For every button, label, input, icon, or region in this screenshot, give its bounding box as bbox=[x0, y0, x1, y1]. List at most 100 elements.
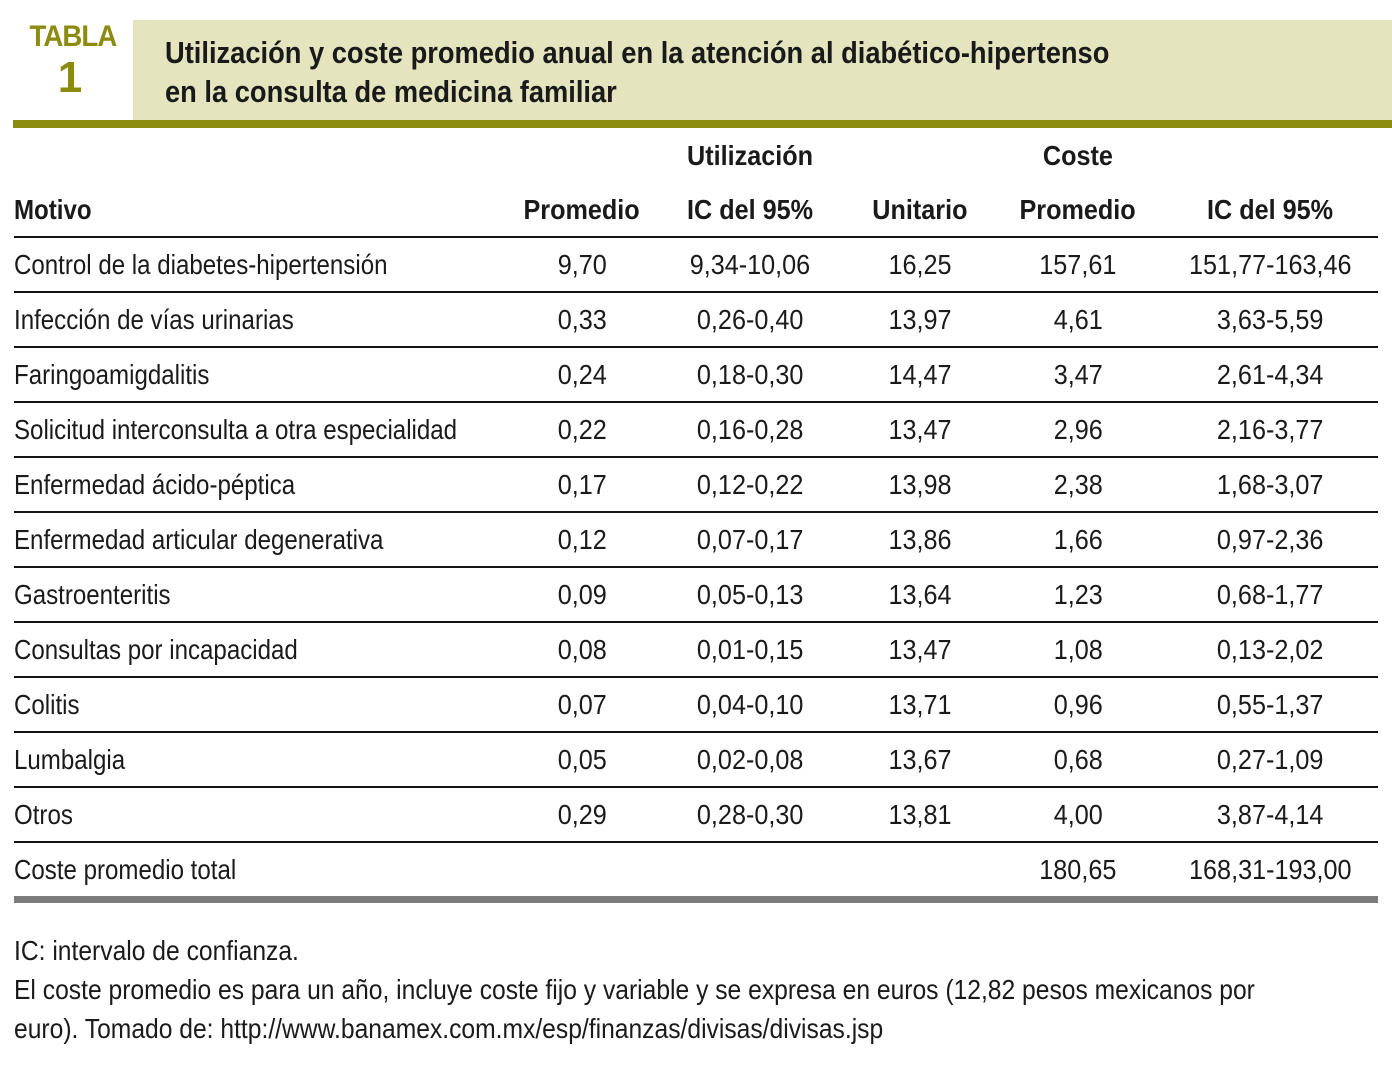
cell-value: 16,25 bbox=[846, 237, 994, 293]
table-row: Faringoamigdalitis 0,24 0,18-0,30 14,47 3,47… bbox=[14, 347, 1378, 403]
cell-value: 3,63-5,59 bbox=[1162, 292, 1378, 348]
table-label: TABLA 1 bbox=[26, 20, 118, 102]
cell-value: 0,07-0,17 bbox=[654, 512, 846, 568]
cell-motivo: Consultas por incapacidad bbox=[14, 622, 510, 678]
cell-motivo: Enfermedad articular degenerativa bbox=[14, 512, 510, 568]
table-row: Gastroenteritis 0,09 0,05-0,13 13,64 1,23 0,6… bbox=[14, 567, 1378, 623]
cell-value: 0,05-0,13 bbox=[654, 567, 846, 623]
cell-value: 13,86 bbox=[846, 512, 994, 568]
cell-value: 13,81 bbox=[846, 787, 994, 843]
cell-value bbox=[510, 842, 654, 903]
cell-value: 2,16-3,77 bbox=[1162, 402, 1378, 458]
cell-value: 0,26-0,40 bbox=[654, 292, 846, 348]
footnotes: IC: intervalo de confianza. El coste pro… bbox=[14, 931, 1392, 1048]
table-label-number: 1 bbox=[57, 53, 83, 102]
table-title-line-2: en la consulta de medicina familiar bbox=[165, 74, 617, 109]
cell-value bbox=[846, 842, 994, 903]
table-row: Otros 0,29 0,28-0,30 13,81 4,00 3,87-4,14 bbox=[14, 787, 1378, 843]
group-header-utilizacion: Utilización bbox=[686, 140, 813, 171]
table-title-line-1: Utilización y coste promedio anual en la… bbox=[165, 35, 1110, 70]
cell-value: 168,31-193,00 bbox=[1162, 842, 1378, 903]
column-header-coste-ic: IC del 95% bbox=[1162, 174, 1378, 238]
cell-value: 0,97-2,36 bbox=[1162, 512, 1378, 568]
title-band: Utilización y coste promedio anual en la… bbox=[133, 20, 1392, 120]
cell-value: 0,12 bbox=[510, 512, 654, 568]
cell-motivo: Enfermedad ácido-péptica bbox=[14, 457, 510, 513]
cell-value: 13,67 bbox=[846, 732, 994, 788]
cell-value: 1,66 bbox=[994, 512, 1162, 568]
cell-value: 2,38 bbox=[994, 457, 1162, 513]
cell-motivo: Gastroenteritis bbox=[14, 567, 510, 623]
cell-value: 0,18-0,30 bbox=[654, 347, 846, 403]
spacer-cell bbox=[1162, 128, 1378, 174]
column-header-row: Motivo Promedio IC del 95% Unitario Prom… bbox=[14, 174, 1378, 238]
cell-value: 13,47 bbox=[846, 402, 994, 458]
cell-value: 0,16-0,28 bbox=[654, 402, 846, 458]
cell-value: 0,68-1,77 bbox=[1162, 567, 1378, 623]
group-header-coste: Coste bbox=[1042, 140, 1114, 171]
cell-value: 0,33 bbox=[510, 292, 654, 348]
footnote-line-3: euro). Tomado de: http://www.banamex.com… bbox=[14, 1013, 884, 1044]
cell-value: 2,61-4,34 bbox=[1162, 347, 1378, 403]
cell-value: 4,00 bbox=[994, 787, 1162, 843]
cell-value: 9,70 bbox=[510, 237, 654, 293]
cell-value: 3,87-4,14 bbox=[1162, 787, 1378, 843]
accent-rule bbox=[13, 120, 1392, 128]
cell-value: 1,23 bbox=[994, 567, 1162, 623]
cell-value bbox=[654, 842, 846, 903]
total-row: Coste promedio total 180,65 168,31-193,00 bbox=[14, 842, 1378, 903]
cell-value: 13,47 bbox=[846, 622, 994, 678]
cell-value: 180,65 bbox=[994, 842, 1162, 903]
cell-value: 0,05 bbox=[510, 732, 654, 788]
figure-header: TABLA 1 Utilización y coste promedio anu… bbox=[0, 0, 1392, 128]
table-row: Consultas por incapacidad 0,08 0,01-0,15 13… bbox=[14, 622, 1378, 678]
table-row: Colitis 0,07 0,04-0,10 13,71 0,96 0,55-1,37 bbox=[14, 677, 1378, 733]
cell-motivo: Coste promedio total bbox=[14, 842, 510, 903]
data-table: Utilización Coste Motivo Promedio IC del… bbox=[14, 128, 1378, 903]
footnote-line-2: El coste promedio es para un año, incluy… bbox=[14, 974, 1255, 1005]
cell-value: 1,68-3,07 bbox=[1162, 457, 1378, 513]
cell-value: 0,27-1,09 bbox=[1162, 732, 1378, 788]
cell-motivo: Infección de vías urinarias bbox=[14, 292, 510, 348]
table-head: Utilización Coste Motivo Promedio IC del… bbox=[14, 128, 1378, 238]
cell-value: 0,55-1,37 bbox=[1162, 677, 1378, 733]
group-header-row: Utilización Coste bbox=[14, 128, 1378, 174]
cell-value: 2,96 bbox=[994, 402, 1162, 458]
table-row: Enfermedad articular degenerativa 0,12 0,0… bbox=[14, 512, 1378, 568]
spacer-cell bbox=[14, 128, 510, 174]
table-row: Infección de vías urinarias 0,33 0,26-0,40… bbox=[14, 292, 1378, 348]
column-header-unitario: Unitario bbox=[846, 174, 994, 238]
column-header-motivo: Motivo bbox=[14, 174, 510, 238]
cell-motivo: Colitis bbox=[14, 677, 510, 733]
footnote-line-1: IC: intervalo de confianza. bbox=[14, 935, 299, 966]
table-label-word: TABLA bbox=[29, 20, 118, 53]
cell-value: 0,02-0,08 bbox=[654, 732, 846, 788]
cell-value: 0,01-0,15 bbox=[654, 622, 846, 678]
cell-value: 0,96 bbox=[994, 677, 1162, 733]
cell-motivo: Control de la diabetes-hipertensión bbox=[14, 237, 510, 293]
cell-value: 0,13-2,02 bbox=[1162, 622, 1378, 678]
cell-value: 0,68 bbox=[994, 732, 1162, 788]
spacer-cell bbox=[846, 128, 994, 174]
cell-value: 4,61 bbox=[994, 292, 1162, 348]
column-header-util-promedio: Promedio bbox=[510, 174, 654, 238]
spacer-cell bbox=[510, 128, 654, 174]
cell-value: 151,77-163,46 bbox=[1162, 237, 1378, 293]
cell-motivo: Lumbalgia bbox=[14, 732, 510, 788]
table-row: Enfermedad ácido-péptica 0,17 0,12-0,22 13,… bbox=[14, 457, 1378, 513]
cell-value: 13,64 bbox=[846, 567, 994, 623]
cell-value: 3,47 bbox=[994, 347, 1162, 403]
table-row: Solicitud interconsulta a otra especiali… bbox=[14, 402, 1378, 458]
cell-value: 13,97 bbox=[846, 292, 994, 348]
table-body: Control de la diabetes-hipertensión 9,70 9… bbox=[14, 237, 1378, 903]
cell-motivo: Faringoamigdalitis bbox=[14, 347, 510, 403]
cell-value: 0,17 bbox=[510, 457, 654, 513]
cell-value: 0,07 bbox=[510, 677, 654, 733]
cell-value: 9,34-10,06 bbox=[654, 237, 846, 293]
cell-value: 0,04-0,10 bbox=[654, 677, 846, 733]
cell-value: 157,61 bbox=[994, 237, 1162, 293]
cell-motivo: Solicitud interconsulta a otra especiali… bbox=[14, 402, 510, 458]
cell-value: 1,08 bbox=[994, 622, 1162, 678]
cell-value: 0,12-0,22 bbox=[654, 457, 846, 513]
